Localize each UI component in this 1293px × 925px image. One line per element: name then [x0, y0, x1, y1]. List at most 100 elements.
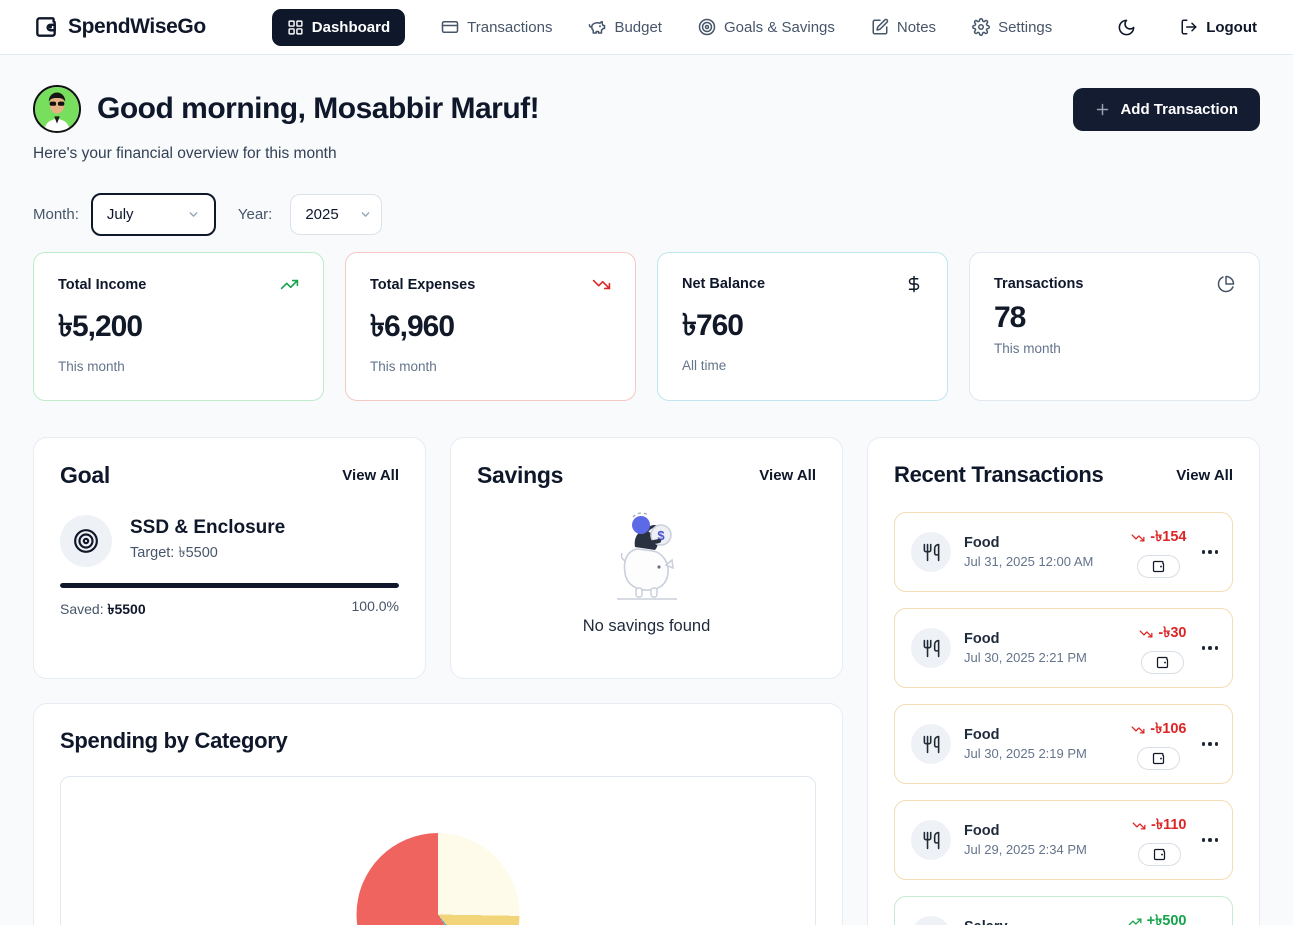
- goal-progress-bar: [60, 583, 399, 588]
- savings-empty-text: No savings found: [582, 617, 711, 635]
- utensils-icon: [911, 532, 951, 572]
- transaction-row: Food Jul 29, 2025 2:34 PM -৳110: [894, 800, 1233, 880]
- dashboard-grid-icon: [287, 19, 304, 36]
- month-select[interactable]: July: [90, 193, 216, 236]
- recent-view-all-link[interactable]: View All: [1176, 466, 1233, 484]
- trending-up-icon: [280, 275, 299, 294]
- goal-saved: Saved: ৳5500: [60, 601, 146, 617]
- nav-label: Dashboard: [311, 18, 391, 36]
- goal-view-all-link[interactable]: View All: [342, 467, 399, 484]
- utensils-icon: [911, 820, 951, 860]
- stat-caption: This month: [994, 341, 1061, 356]
- nav-label: Transactions: [467, 18, 553, 36]
- moon-icon: [1117, 18, 1136, 37]
- app-logo[interactable]: SpendWiseGo: [33, 14, 206, 40]
- stat-caption: All time: [682, 358, 727, 373]
- recent-transactions-card: Recent Transactions View All Food Jul 31…: [867, 437, 1260, 925]
- transaction-date: Jul 30, 2025 2:19 PM: [964, 746, 1087, 761]
- wallet-icon: [1151, 751, 1166, 766]
- period-filters: Month: July Year: 2025: [33, 193, 1260, 236]
- gear-icon: [972, 18, 990, 36]
- payment-method-badge: [1137, 747, 1181, 770]
- logout-label: Logout: [1206, 18, 1257, 36]
- goal-name: SSD & Enclosure: [130, 516, 286, 538]
- nav-label: Notes: [896, 18, 937, 36]
- chevron-down-icon: [187, 208, 200, 221]
- trending-up-icon: [1128, 915, 1142, 925]
- spending-by-category-card: Spending by Category: [33, 703, 843, 925]
- stat-title: Total Income: [58, 276, 147, 293]
- piggy-bank-deposit-illustration: $: [589, 503, 705, 607]
- transaction-row: Food Jul 30, 2025 2:19 PM -৳106: [894, 704, 1233, 784]
- row-menu-button[interactable]: [1201, 834, 1218, 846]
- add-transaction-button[interactable]: Add Transaction: [1073, 87, 1260, 131]
- savings-card: Savings View All: [450, 437, 843, 679]
- stat-value: ৳5,200: [58, 310, 143, 343]
- row-menu-button[interactable]: [1201, 738, 1218, 750]
- stat-title: Net Balance: [682, 276, 766, 292]
- goal-target: Target: ৳5500: [130, 544, 218, 561]
- nav-item-transactions[interactable]: Transactions: [441, 18, 552, 36]
- wallet-icon: [1155, 655, 1170, 670]
- stat-cards-row: Total Income ৳5,200 This month Total Exp…: [33, 252, 1260, 401]
- wallet-icon: [1152, 847, 1167, 862]
- nav-item-settings[interactable]: Settings: [972, 18, 1052, 36]
- trending-down-icon: [1139, 627, 1153, 641]
- trending-down-icon: [1131, 531, 1145, 545]
- dark-mode-toggle[interactable]: [1117, 18, 1136, 37]
- nav-label: Budget: [614, 18, 662, 36]
- transaction-amount: -৳30: [1158, 625, 1187, 641]
- month-label: Month:: [33, 206, 79, 223]
- utensils-icon: [911, 724, 951, 764]
- goal-card: Goal View All SSD & Enclosure Target: ৳5…: [33, 437, 426, 679]
- transaction-date: Jul 31, 2025 12:00 AM: [964, 554, 1094, 569]
- svg-text:$: $: [657, 528, 665, 543]
- add-transaction-label: Add Transaction: [1120, 100, 1238, 118]
- trending-down-icon: [592, 275, 611, 294]
- year-value: 2025: [305, 206, 339, 223]
- row-menu-button[interactable]: [1201, 642, 1218, 654]
- piggy-bank-icon: [588, 18, 606, 36]
- year-select[interactable]: 2025: [290, 194, 383, 235]
- trending-down-icon: [1131, 723, 1145, 737]
- stat-title: Total Expenses: [370, 276, 476, 293]
- logout-icon: [1180, 18, 1198, 36]
- nav-item-goals-savings[interactable]: Goals & Savings: [698, 18, 835, 36]
- greeting-subtitle: Here's your financial overview for this …: [33, 145, 337, 162]
- credit-card-icon: [441, 18, 459, 36]
- payment-method-badge: [1137, 843, 1181, 866]
- plus-icon: [1095, 102, 1110, 117]
- nav-item-dashboard[interactable]: Dashboard: [271, 8, 406, 46]
- spending-title: Spending by Category: [60, 728, 288, 753]
- transaction-category: Salary: [964, 919, 1086, 925]
- transaction-amount: -৳110: [1151, 817, 1187, 833]
- stat-caption: This month: [370, 359, 437, 374]
- transaction-category: Food: [964, 823, 1000, 839]
- avatar: [33, 85, 81, 133]
- transaction-category: Food: [964, 631, 1000, 647]
- stat-card-net-balance: Net Balance ৳760 All time: [657, 252, 948, 401]
- transaction-category: Food: [964, 727, 1000, 743]
- transaction-amount: -৳106: [1150, 721, 1187, 737]
- pie-chart-icon: [1217, 275, 1235, 293]
- wallet-logo-icon: [33, 14, 59, 40]
- stat-card-total-expenses: Total Expenses ৳6,960 This month: [345, 252, 636, 401]
- trending-down-icon: [1132, 819, 1146, 833]
- dollar-icon: [911, 916, 951, 925]
- nav-items: Dashboard Transactions Budget: [271, 8, 1052, 46]
- nav-item-budget[interactable]: Budget: [588, 18, 662, 36]
- row-menu-button[interactable]: [1201, 546, 1218, 558]
- goal-title: Goal: [60, 462, 110, 488]
- logout-button[interactable]: Logout: [1180, 18, 1257, 36]
- stat-value: ৳760: [682, 309, 744, 342]
- stat-card-total-income: Total Income ৳5,200 This month: [33, 252, 324, 401]
- savings-view-all-link[interactable]: View All: [759, 467, 816, 484]
- nav-item-notes[interactable]: Notes: [871, 18, 936, 36]
- top-navbar: SpendWiseGo Dashboard Transactions: [0, 0, 1293, 55]
- nav-label: Settings: [998, 18, 1053, 36]
- year-label: Year:: [237, 206, 273, 223]
- transaction-row: Food Jul 31, 2025 12:00 AM -৳154: [894, 512, 1233, 592]
- transaction-amount: -৳154: [1150, 529, 1187, 545]
- utensils-icon: [911, 628, 951, 668]
- nav-label: Goals & Savings: [723, 18, 835, 36]
